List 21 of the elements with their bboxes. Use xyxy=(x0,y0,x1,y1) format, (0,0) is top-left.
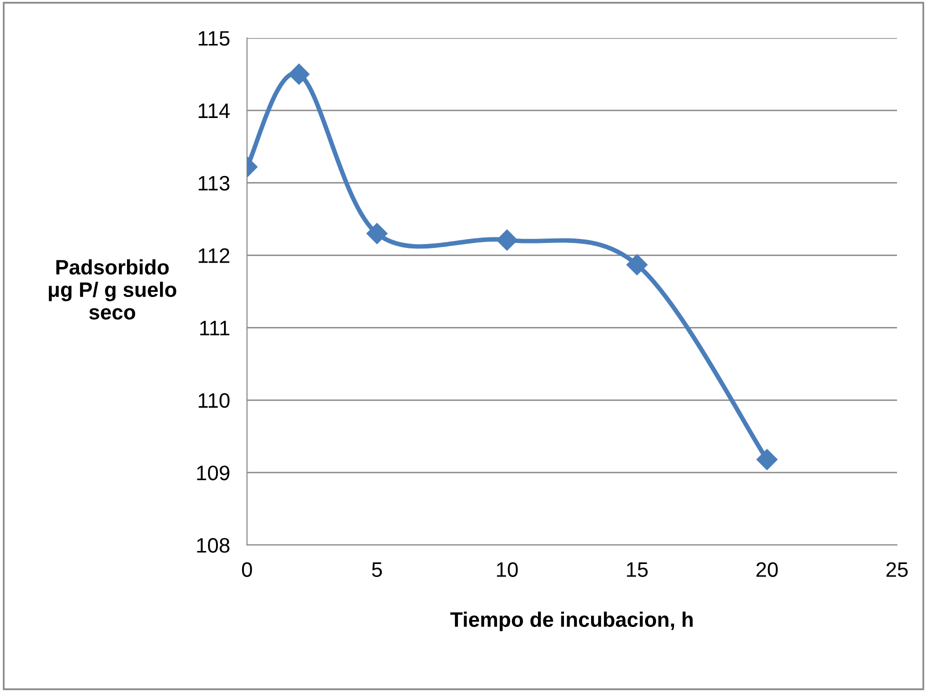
y-axis-title: Padsorbido μg P/ g suelo seco xyxy=(48,259,176,320)
x-tick-label: 20 xyxy=(756,562,778,577)
point xyxy=(366,223,388,244)
point xyxy=(288,64,310,85)
x-tick-label: 15 xyxy=(627,562,648,577)
x-tick-label: 25 xyxy=(886,562,908,577)
x-tick-label: 10 xyxy=(497,562,518,577)
x-tick-label: 5 xyxy=(372,562,382,577)
x-axis-title: Tiempo de incubacion, h xyxy=(450,612,693,632)
y-tick-label: 113 xyxy=(198,176,230,191)
point xyxy=(496,230,518,251)
y-tick-label: 114 xyxy=(198,104,230,118)
y-tick-label: 111 xyxy=(200,320,230,336)
y-tick-label: 110 xyxy=(198,393,230,408)
y-tick-label: 115 xyxy=(198,31,230,46)
y-tick-label: 112 xyxy=(198,248,230,263)
point xyxy=(626,254,648,276)
y-tick-label: 109 xyxy=(197,466,230,480)
y-tick-label: 108 xyxy=(197,538,230,553)
point xyxy=(756,449,778,470)
x-tick-label: 0 xyxy=(242,562,252,577)
